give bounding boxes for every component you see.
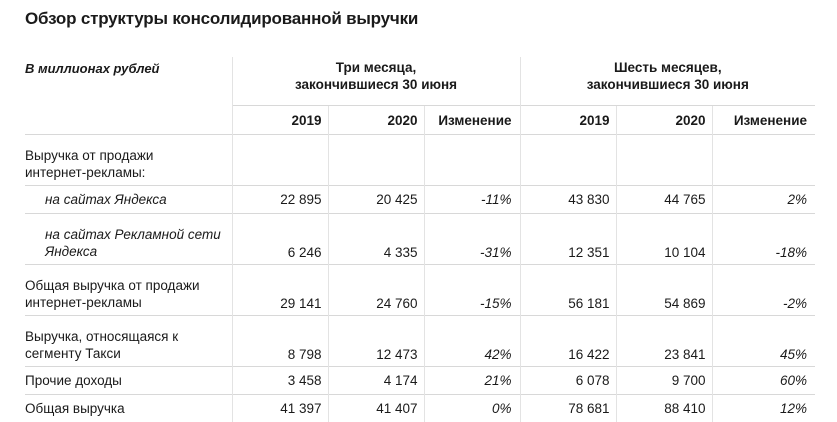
table-cell — [424, 135, 520, 186]
table-cell: 21% — [424, 367, 520, 395]
row-label: Прочие доходы — [25, 367, 232, 395]
table-row: Прочие доходы 3 458 4 174 21% 6 078 9 70… — [25, 367, 815, 395]
row-label: Выручка, относящаяся к сегменту Такси — [25, 316, 232, 367]
group-label-line2: закончившиеся 30 июня — [587, 77, 749, 92]
revenue-overview: Обзор структуры консолидированной выручк… — [0, 0, 837, 411]
table-cell — [520, 135, 616, 186]
table-cell: -11% — [424, 186, 520, 214]
row-label-line1: Общая выручка от продажи — [25, 278, 200, 293]
table-cell: 88 410 — [616, 395, 712, 422]
table-cell: 20 425 — [328, 186, 424, 214]
group-header-three-months: Три месяца, закончившиеся 30 июня — [232, 57, 520, 106]
table-cell: 12 473 — [328, 316, 424, 367]
table-cell: 42% — [424, 316, 520, 367]
column-header: 2019 — [232, 106, 328, 135]
table-row: Выручка, относящаяся к сегменту Такси 8 … — [25, 316, 815, 367]
row-label: Общая выручка от продажи интернет-реклам… — [25, 265, 232, 316]
table-cell: 10 104 — [616, 214, 712, 265]
table-cell: 0% — [424, 395, 520, 422]
column-header: Изменение — [712, 106, 815, 135]
table-cell: -15% — [424, 265, 520, 316]
table-cell: 4 335 — [328, 214, 424, 265]
row-label: Выручка от продажи интернет-рекламы: — [25, 135, 232, 186]
table-row: Общая выручка от продажи интернет-реклам… — [25, 265, 815, 316]
table-cell: 16 422 — [520, 316, 616, 367]
table-cell: -2% — [712, 265, 815, 316]
row-label-line1: Выручка, относящаяся к — [25, 329, 178, 344]
table-cell: 54 869 — [616, 265, 712, 316]
row-label-line1: на сайтах Рекламной сети — [45, 227, 221, 242]
group-label-line1: Шесть месяцев, — [614, 60, 722, 75]
group-header-six-months: Шесть месяцев, закончившиеся 30 июня — [520, 57, 815, 106]
row-label-line2: Яндекса — [45, 244, 97, 259]
table-cell: 78 681 — [520, 395, 616, 422]
table-cell: -31% — [424, 214, 520, 265]
table-cell: 12% — [712, 395, 815, 422]
row-label: Общая выручка — [25, 395, 232, 422]
table-cell: 3 458 — [232, 367, 328, 395]
table-cell: 24 760 — [328, 265, 424, 316]
column-header: 2020 — [328, 106, 424, 135]
column-header: Изменение — [424, 106, 520, 135]
table-cell: 45% — [712, 316, 815, 367]
table-cell — [712, 135, 815, 186]
table-row: на сайтах Яндекса 22 895 20 425 -11% 43 … — [25, 186, 815, 214]
table-cell — [328, 135, 424, 186]
row-label-line2: интернет-рекламы: — [25, 165, 145, 180]
row-label: на сайтах Яндекса — [25, 186, 232, 214]
table-cell — [616, 135, 712, 186]
row-label: на сайтах Рекламной сети Яндекса — [25, 214, 232, 265]
table-row: Общая выручка 41 397 41 407 0% 78 681 88… — [25, 395, 815, 422]
row-label-line1: Выручка от продажи — [25, 148, 153, 163]
column-header: 2019 — [520, 106, 616, 135]
column-header: 2020 — [616, 106, 712, 135]
table-cell: 4 174 — [328, 367, 424, 395]
table-cell: 23 841 — [616, 316, 712, 367]
units-label: В миллионах рублей — [25, 57, 232, 135]
table-row: на сайтах Рекламной сети Яндекса 6 246 4… — [25, 214, 815, 265]
row-label-line2: сегменту Такси — [25, 346, 121, 361]
table-cell: 44 765 — [616, 186, 712, 214]
table-cell — [232, 135, 328, 186]
revenue-table: В миллионах рублей Три месяца, закончивш… — [25, 57, 815, 422]
table-cell: 22 895 — [232, 186, 328, 214]
row-label-line2: интернет-рекламы — [25, 295, 142, 310]
table-cell: 8 798 — [232, 316, 328, 367]
table-cell: -18% — [712, 214, 815, 265]
table-cell: 12 351 — [520, 214, 616, 265]
table-cell: 2% — [712, 186, 815, 214]
table-row: Выручка от продажи интернет-рекламы: — [25, 135, 815, 186]
table-cell: 29 141 — [232, 265, 328, 316]
group-label-line1: Три месяца, — [336, 60, 416, 75]
page-title: Обзор структуры консолидированной выручк… — [25, 9, 418, 29]
table-cell: 41 397 — [232, 395, 328, 422]
group-label-line2: закончившиеся 30 июня — [295, 77, 457, 92]
table-cell: 9 700 — [616, 367, 712, 395]
table-cell: 41 407 — [328, 395, 424, 422]
table-cell: 43 830 — [520, 186, 616, 214]
table-cell: 6 246 — [232, 214, 328, 265]
table-cell: 60% — [712, 367, 815, 395]
table-cell: 6 078 — [520, 367, 616, 395]
table-cell: 56 181 — [520, 265, 616, 316]
